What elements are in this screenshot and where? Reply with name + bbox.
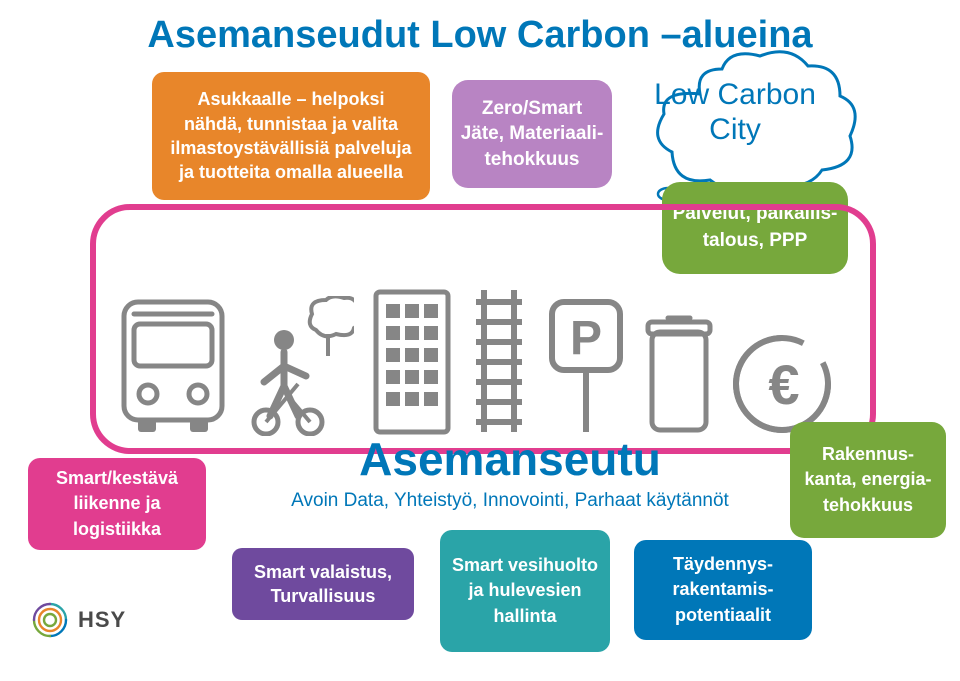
box-purple: Zero/Smart Jäte, Materiaali-tehokkuus [452,80,612,188]
box-teal-vesihuolto: Smart vesihuolto ja hulevesien hallinta [440,530,610,652]
building-icon [370,286,454,436]
cloud-low-carbon: Low Carbon City [640,44,830,174]
box-orange: Asukkaalle – helpoksi nähdä, tunnistaa j… [152,72,430,200]
asemanseutu-block: Asemanseutu Avoin Data, Yhteistyö, Innov… [250,432,770,512]
asemanseutu-sub: Avoin Data, Yhteistyö, Innovointi, Parha… [250,490,770,512]
hsy-swirl-icon [30,600,70,640]
svg-text:P: P [570,312,602,365]
bottom-section: Smart/kestävä liikenne ja logistiikka As… [0,440,960,680]
cyclist-icon [244,296,354,436]
cloud-text: Low Carbon City [640,78,830,147]
rail-icon [470,286,528,436]
box-green-rakennuskanta: Rakennus-kanta, energia-tehokkuus [790,422,946,538]
asemanseutu-title: Asemanseutu [250,432,770,486]
parking-icon: P [544,296,628,436]
box-pink-liikenne: Smart/kestävä liikenne ja logistiikka [28,458,206,550]
bus-icon [118,296,228,436]
hsy-text: HSY [78,607,126,633]
bin-icon [644,314,714,436]
box-blue-taydennys: Täydennys-rakentamis-potentiaalit [634,540,812,640]
hsy-logo: HSY [30,600,126,640]
icon-row: P € [118,286,848,436]
euro-icon: € [730,332,834,436]
svg-text:€: € [768,353,799,416]
box-darkpurple-valaistus: Smart valaistus, Turvallisuus [232,548,414,620]
